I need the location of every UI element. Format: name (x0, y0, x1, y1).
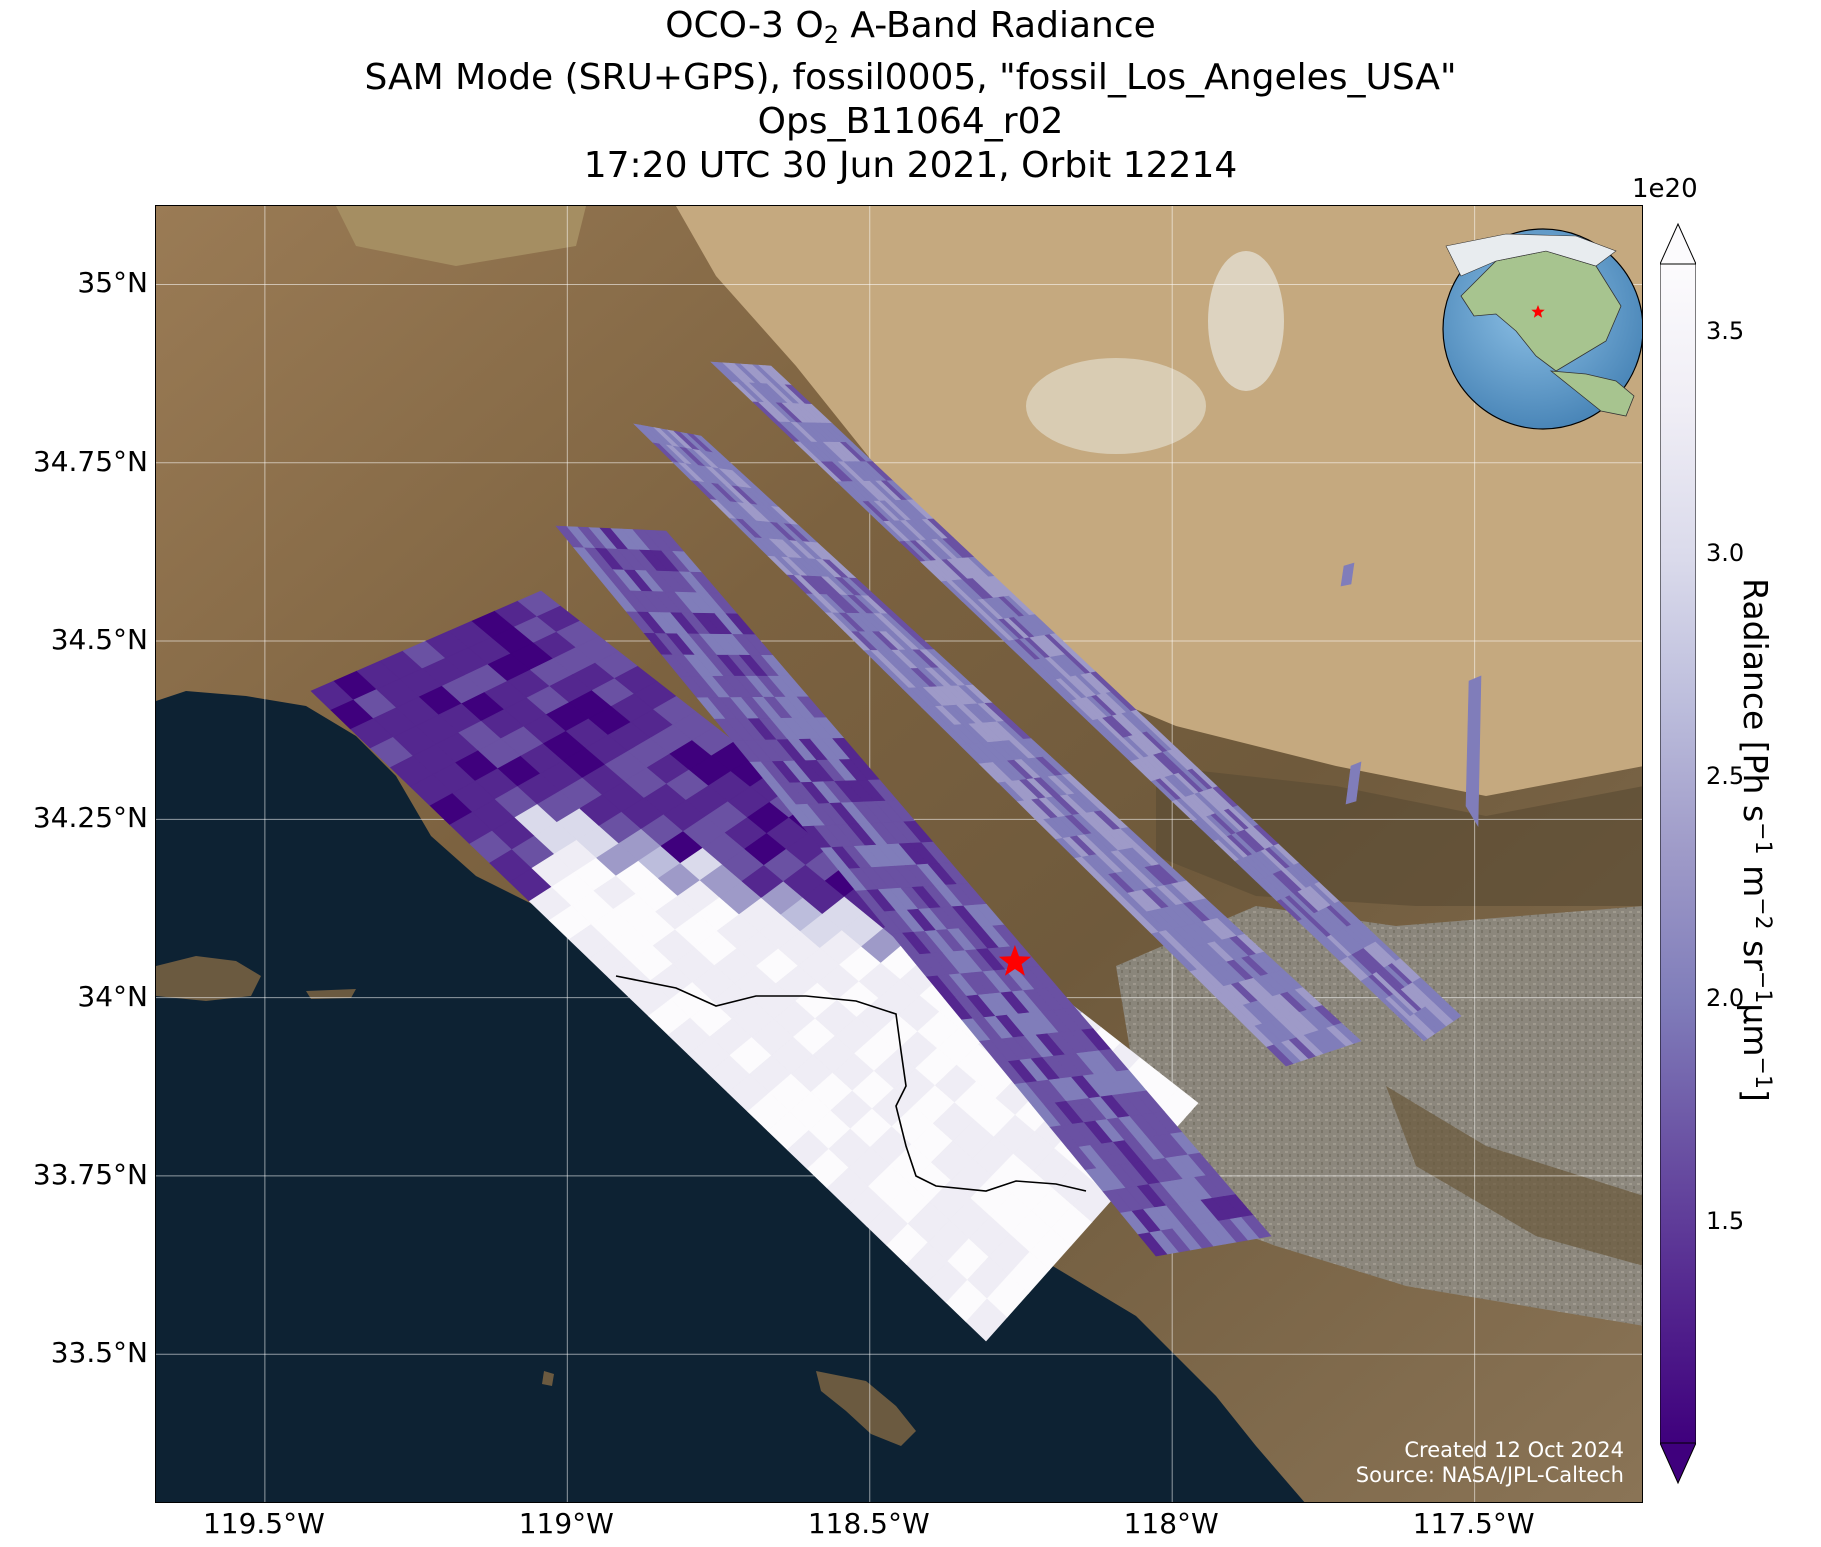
lon-tick-label: 118°W (1123, 1507, 1219, 1540)
lon-tick-label: 119°W (518, 1507, 614, 1540)
chart-title-line-2: SAM Mode (SRU+GPS), fossil0005, "fossil_… (364, 57, 1457, 98)
mojave-desert (676, 206, 1642, 796)
radiance-cell (1465, 675, 1482, 828)
credit-created: Created 12 Oct 2024 (1404, 1438, 1624, 1462)
coastline (615, 975, 1087, 1192)
colorbar-label-exponent: −1 (1750, 822, 1775, 855)
colorbar-label-text: sr (1736, 929, 1775, 971)
chart-title-line-1: OCO-3 O2 A-Band Radiance (665, 5, 1156, 49)
anacapa-island (306, 989, 356, 999)
inset-globe (1442, 228, 1642, 430)
dry-lake-1 (1208, 251, 1284, 391)
santa-barbara-island (542, 1371, 554, 1386)
map-canvas (156, 206, 1642, 1502)
lat-tick-label: 33.75°N (32, 1157, 148, 1191)
radiance-cell (1436, 996, 1462, 1019)
target-star-marker (998, 945, 1032, 976)
radiance-cell (1241, 1214, 1272, 1239)
radiance-cell (1340, 562, 1355, 587)
lat-tick-label: 35°N (77, 266, 148, 300)
colorbar-label-text: m (1736, 854, 1775, 898)
chart-title-line-3: Ops_B11064_r02 (757, 101, 1064, 142)
colorbar-label-exponent: −1 (1750, 970, 1775, 1004)
colorbar-label-text: μm (1736, 1003, 1775, 1057)
colorbar-label-exponent: −2 (1750, 897, 1775, 930)
colorbar-label-exponent: −1 (1750, 1056, 1775, 1089)
colorbar-extend-min (1660, 1442, 1696, 1485)
radiance-cell (1333, 1022, 1362, 1044)
colorbar-extend-max (1660, 222, 1696, 265)
credit-block: Created 12 Oct 2024 Source: NASA/JPL-Cal… (1356, 1438, 1624, 1488)
lat-tick-label: 33.5°N (50, 1336, 148, 1370)
lon-tick-label: 119.5°W (202, 1507, 325, 1540)
colorbar (1660, 222, 1696, 1485)
colorbar-label-text: Radiance [Ph s (1736, 578, 1775, 823)
lat-tick-label: 34.25°N (32, 801, 148, 835)
radiance-swaths (310, 361, 1482, 1342)
credit-source: Source: NASA/JPL-Caltech (1355, 1463, 1624, 1487)
colorbar-label: Radiance [Ph s−1 m−2 sr−1μm−1] (1736, 460, 1775, 1220)
globe-star-marker (1531, 305, 1545, 318)
colorbar-gradient (1660, 263, 1696, 1444)
colorbar-tick-label: 3.5 (1706, 316, 1745, 345)
lat-tick-label: 34°N (77, 979, 148, 1013)
colorbar-exponent: 1e20 (1632, 174, 1698, 204)
colorbar-tick-label: 1.5 (1706, 1206, 1745, 1235)
radiance-cell (1345, 761, 1362, 805)
colorbar-label-text: ] (1736, 1088, 1775, 1102)
central-valley (336, 206, 586, 266)
colorbar-tick-label: 3.0 (1706, 539, 1745, 568)
catalina-island (816, 1371, 916, 1446)
chart-title-line-4: 17:20 UTC 30 Jun 2021, Orbit 12214 (583, 145, 1238, 186)
map-panel: Created 12 Oct 2024 Source: NASA/JPL-Cal… (155, 205, 1643, 1503)
santa-cruz-island (156, 956, 261, 1001)
lat-tick-label: 34.75°N (32, 444, 148, 478)
globe-target-marker (1531, 305, 1545, 318)
colorbar-tick-label: 2.5 (1706, 761, 1745, 790)
lon-tick-label: 118.5°W (807, 1507, 930, 1540)
lat-tick-label: 34.5°N (50, 623, 148, 657)
lon-tick-label: 117.5°W (1412, 1507, 1535, 1540)
colorbar-tick-label: 2.0 (1706, 984, 1745, 1013)
dry-lake-2 (1026, 358, 1206, 454)
